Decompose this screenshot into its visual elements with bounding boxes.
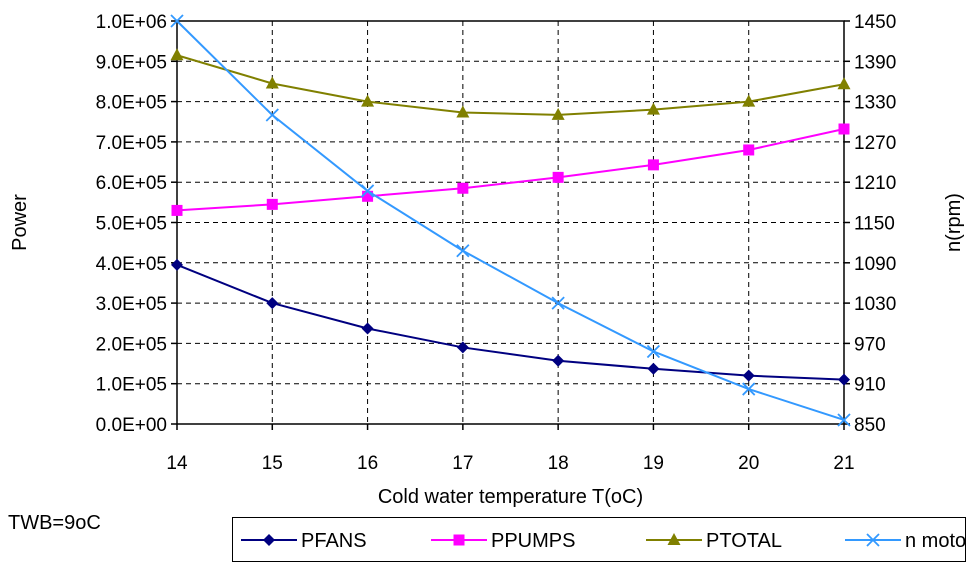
point-ptotal bbox=[170, 48, 184, 61]
point-pfans bbox=[838, 373, 850, 386]
y2-tick-label: 910 bbox=[854, 375, 886, 396]
legend-item-pfans: PFANS bbox=[241, 530, 367, 552]
series-layer bbox=[170, 14, 851, 427]
point-ppumps bbox=[457, 182, 469, 194]
point-pfans bbox=[171, 258, 183, 271]
point-ppumps bbox=[838, 123, 850, 135]
point-ptotal bbox=[265, 76, 279, 89]
y-tick-label: 6.0E+05 bbox=[96, 173, 167, 194]
y2-axis-title: n(rpm) bbox=[943, 193, 965, 252]
legend-marker-ptotal bbox=[667, 533, 681, 545]
y2-tick-label: 1090 bbox=[854, 254, 896, 275]
legend-item-n-motor: n motor bbox=[845, 530, 967, 552]
point-ppumps bbox=[552, 171, 564, 183]
series-line-ptotal bbox=[176, 54, 845, 116]
y-tick-label: 1.0E+06 bbox=[96, 12, 167, 33]
x-tick-label: 21 bbox=[833, 453, 854, 474]
grid bbox=[177, 21, 844, 424]
series-line-n-motor bbox=[176, 20, 845, 421]
point-ptotal bbox=[646, 102, 660, 115]
point-pfans bbox=[742, 369, 755, 382]
point-ppumps bbox=[647, 159, 659, 171]
legend-label: PFANS bbox=[301, 530, 367, 552]
y-axis-right: 850 910 970 1030 1090 1150 1210 1270 1330 1390 145… bbox=[844, 12, 896, 436]
point-ptotal bbox=[361, 94, 375, 107]
y2-tick-label: 1150 bbox=[854, 214, 895, 235]
point-ptotal bbox=[456, 105, 470, 118]
point-n-motor bbox=[170, 14, 184, 28]
point-ptotal bbox=[551, 107, 565, 120]
series-ptotal bbox=[170, 48, 851, 120]
y2-tick-label: 1450 bbox=[854, 12, 896, 33]
y-tick-label: 3.0E+05 bbox=[96, 294, 167, 315]
y-tick-label: 0.0E+00 bbox=[96, 415, 167, 436]
legend-marker-ppumps bbox=[453, 534, 465, 546]
y-tick-label: 4.0E+05 bbox=[96, 254, 167, 275]
y-tick-label: 7.0E+05 bbox=[96, 133, 167, 154]
point-ppumps bbox=[362, 190, 374, 202]
legend: PFANS PPUMPS PTOTAL n motor bbox=[232, 517, 967, 562]
point-n-motor bbox=[837, 413, 851, 427]
point-ptotal bbox=[742, 94, 756, 107]
x-tick-label: 15 bbox=[262, 453, 283, 474]
point-pfans bbox=[647, 362, 660, 375]
y-axis-left: 0.0E+00 1.0E+05 2.0E+05 3.0E+05 4.0E+05 5.0E+… bbox=[96, 12, 177, 436]
series-n-motor bbox=[170, 14, 851, 427]
point-pfans bbox=[361, 322, 374, 335]
x-axis-title: Cold water temperature T(oC) bbox=[378, 486, 643, 508]
x-tick-label: 18 bbox=[548, 453, 569, 474]
point-ppumps bbox=[171, 204, 183, 216]
point-ppumps bbox=[743, 144, 755, 156]
x-tick-label: 20 bbox=[738, 453, 759, 474]
x-tick-label: 19 bbox=[643, 453, 664, 474]
point-pfans bbox=[266, 297, 279, 310]
x-tick-label: 14 bbox=[166, 453, 188, 474]
series-line-ppumps bbox=[176, 128, 845, 212]
legend-marker-pfans bbox=[263, 534, 275, 546]
y-tick-label: 9.0E+05 bbox=[96, 52, 167, 73]
legend-item-ppumps: PPUMPS bbox=[431, 530, 575, 552]
x-tick-label: 16 bbox=[357, 453, 378, 474]
y2-tick-label: 1390 bbox=[854, 52, 896, 73]
y-tick-label: 1.0E+05 bbox=[96, 375, 167, 396]
point-ptotal bbox=[837, 77, 851, 90]
y-tick-label: 8.0E+05 bbox=[96, 93, 167, 114]
y-tick-label: 2.0E+05 bbox=[96, 334, 167, 355]
point-n-motor bbox=[265, 108, 279, 122]
legend-item-ptotal: PTOTAL bbox=[646, 530, 782, 552]
y2-tick-label: 970 bbox=[854, 334, 886, 355]
y-tick-label: 5.0E+05 bbox=[96, 214, 167, 235]
legend-label: PTOTAL bbox=[706, 530, 782, 552]
point-n-motor bbox=[742, 382, 756, 396]
series-ppumps bbox=[171, 123, 850, 216]
point-ppumps bbox=[266, 198, 278, 210]
y2-tick-label: 1210 bbox=[854, 173, 896, 194]
legend-marker-n-motor bbox=[866, 533, 880, 547]
point-n-motor bbox=[360, 184, 375, 198]
point-pfans bbox=[456, 341, 469, 354]
point-n-motor bbox=[456, 244, 470, 258]
legend-label: n motor bbox=[905, 530, 967, 552]
y2-tick-label: 1330 bbox=[854, 93, 896, 114]
y2-tick-label: 850 bbox=[854, 415, 886, 436]
series-line-pfans bbox=[176, 263, 845, 381]
legend-label: PPUMPS bbox=[491, 530, 575, 552]
y-axis-title: Power bbox=[9, 194, 31, 251]
x-axis: 14 15 16 17 18 19 20 21 bbox=[166, 424, 855, 474]
point-pfans bbox=[552, 354, 565, 367]
series-pfans bbox=[171, 258, 850, 386]
point-n-motor bbox=[646, 344, 661, 359]
y2-tick-label: 1270 bbox=[854, 133, 896, 154]
point-n-motor bbox=[551, 296, 565, 310]
y2-tick-label: 1030 bbox=[854, 294, 896, 315]
x-tick-label: 17 bbox=[452, 453, 473, 474]
annotation-twb: TWB=9oC bbox=[8, 512, 101, 534]
